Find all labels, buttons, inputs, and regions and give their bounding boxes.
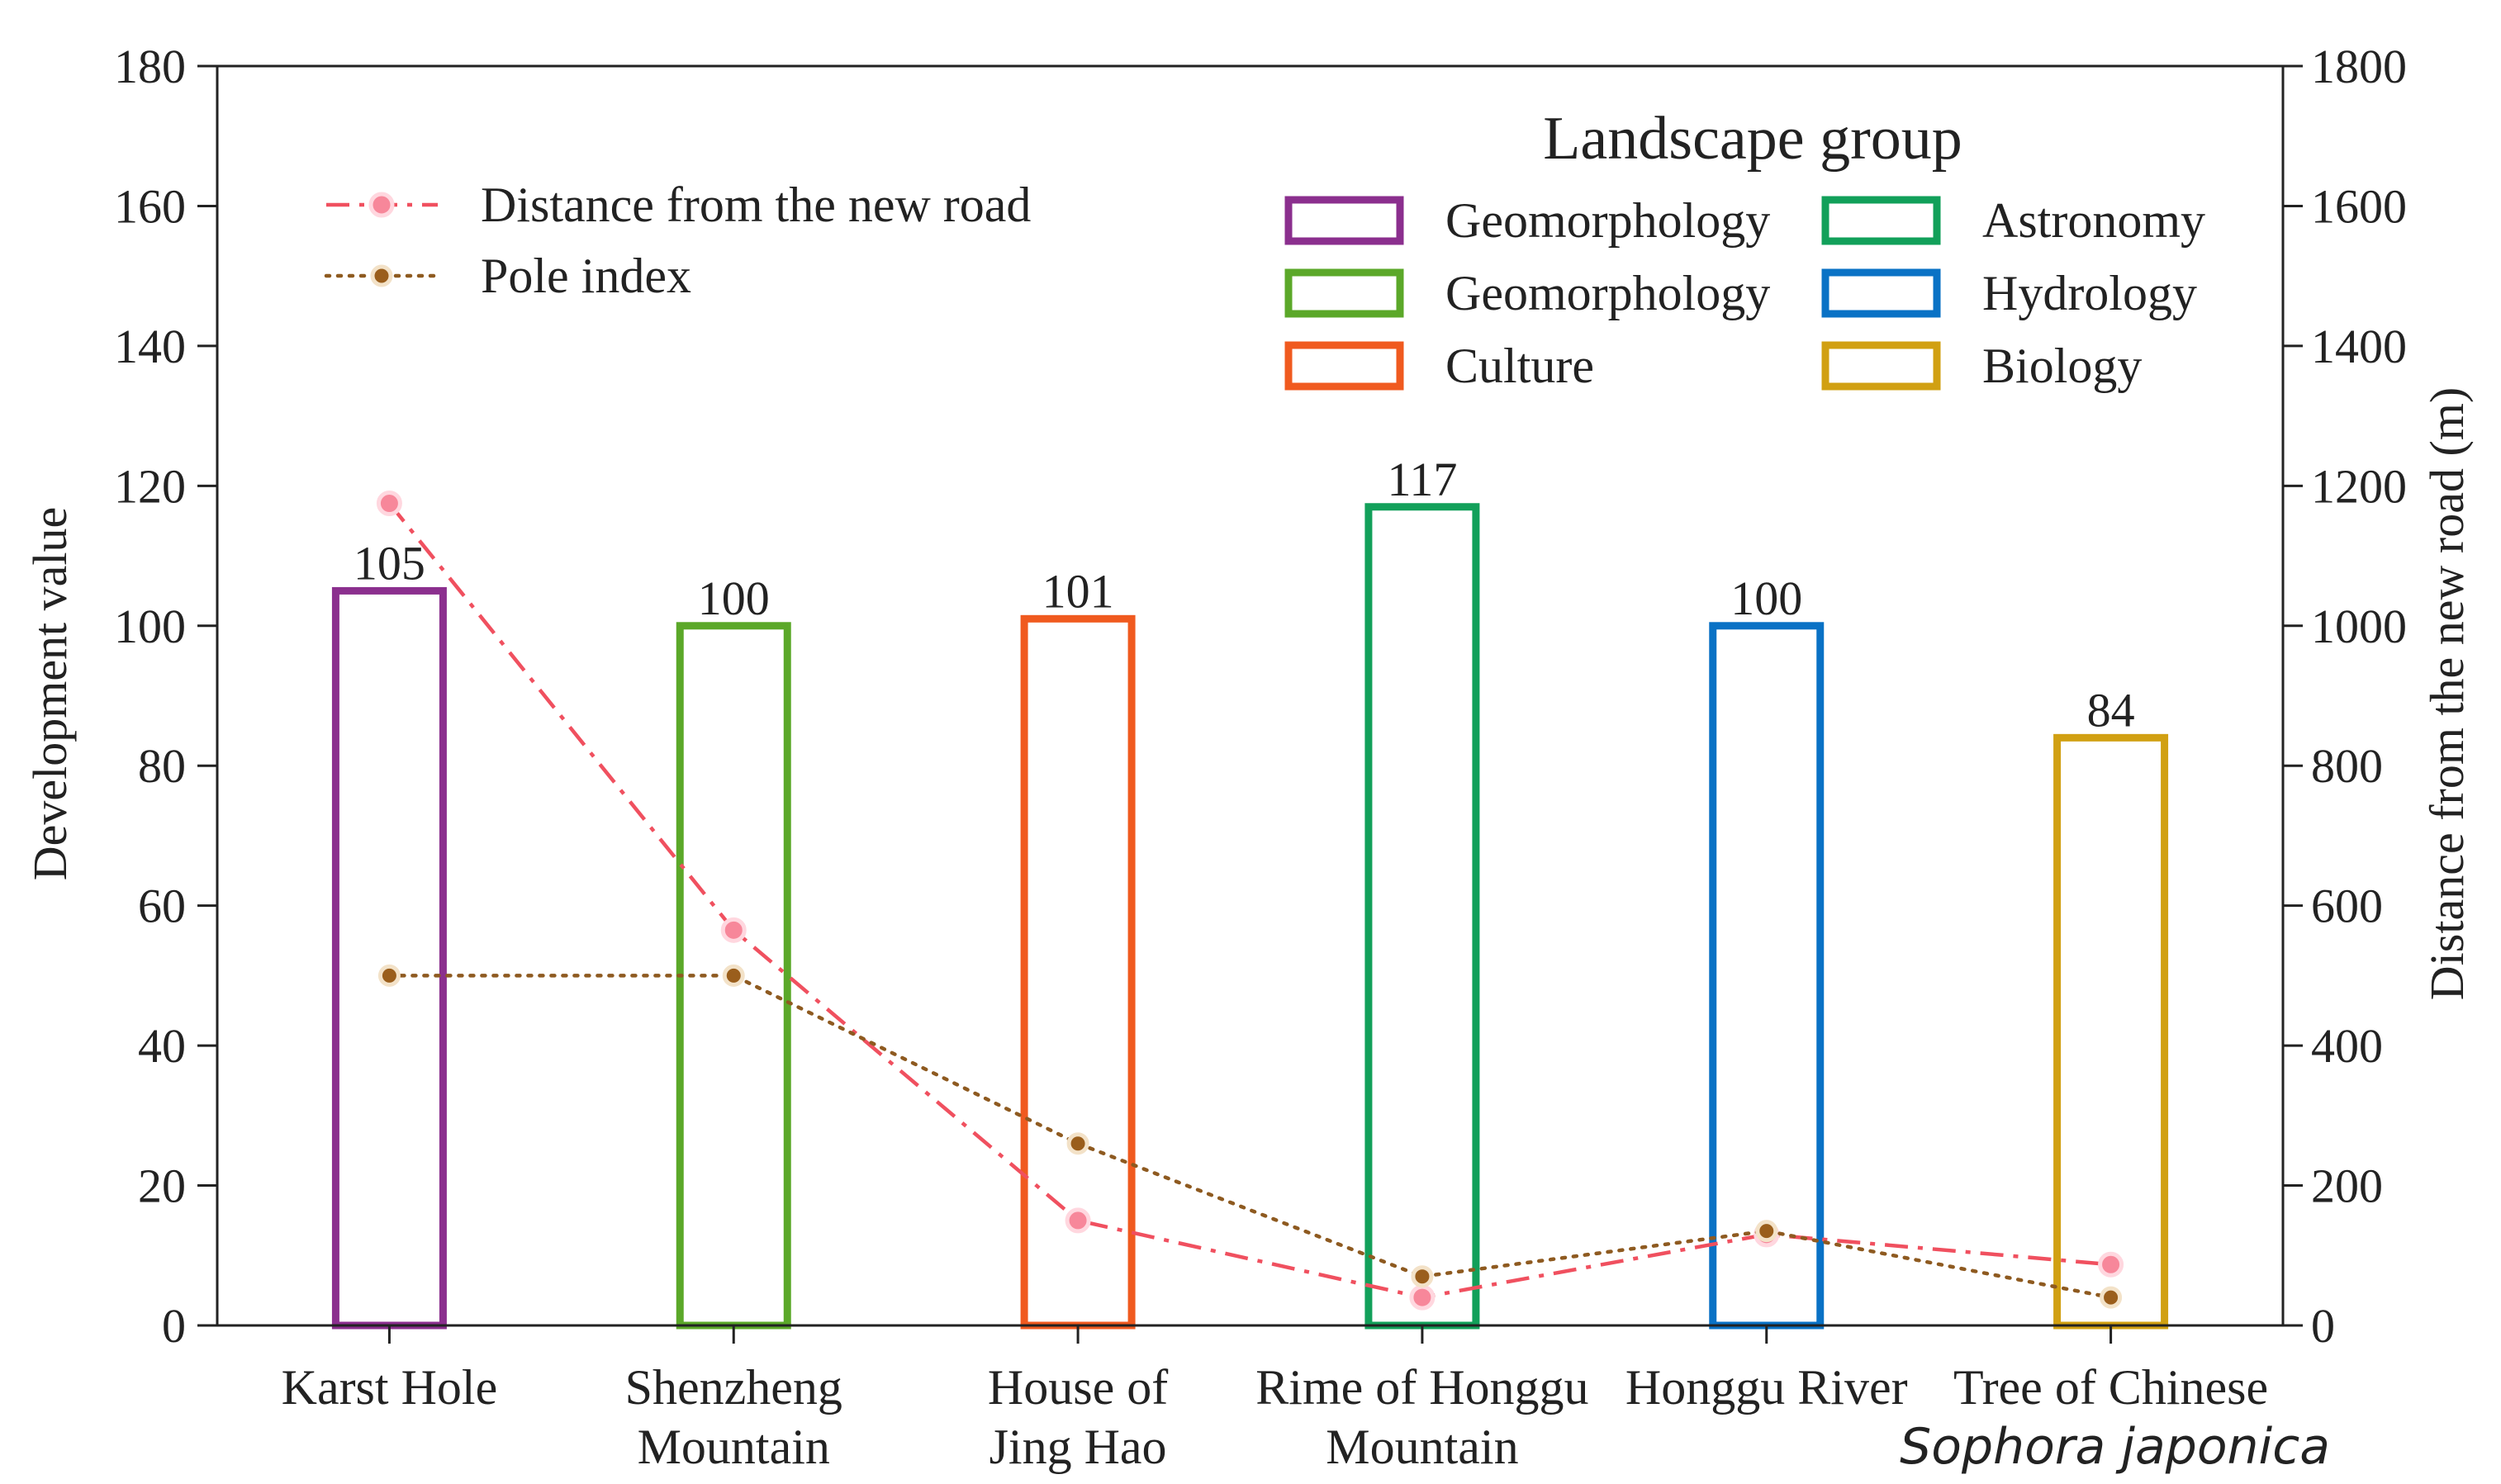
landscape-legend-label-1: Astronomy xyxy=(1982,193,2205,248)
landscape-legend-swatch-1 xyxy=(1821,196,1941,245)
x-tick-label-2-line-0: House of xyxy=(988,1360,1168,1415)
landscape-legend-swatch-2 xyxy=(1284,268,1404,318)
x-tick-label-0: Karst Hole xyxy=(282,1360,498,1415)
lines-group xyxy=(376,491,2124,1311)
series-point-0-1 xyxy=(720,917,747,943)
landscape-legend-swatch-5 xyxy=(1821,341,1941,391)
x-tick-label-5-line-0: Tree of Chinese xyxy=(1953,1360,2268,1415)
series-point-1-5 xyxy=(2100,1286,2123,1309)
y-tick-label-8: 160 xyxy=(114,179,186,233)
y-axis-label: Development value xyxy=(23,507,77,881)
landscape-legend-label-0: Geomorphology xyxy=(1445,193,1770,248)
series-point-0-3 xyxy=(1409,1284,1436,1311)
landscape-legend-label-2: Geomorphology xyxy=(1445,266,1770,320)
y2-tick-label-6: 1200 xyxy=(2311,459,2407,513)
series-point-1-4 xyxy=(1755,1220,1778,1243)
axes-group: 0204060801001201401601800200400600800100… xyxy=(114,40,2407,1353)
y-tick-label-6: 120 xyxy=(114,459,186,513)
y2-tick-label-7: 1400 xyxy=(2311,320,2407,373)
y2-tick-label-9: 1800 xyxy=(2311,40,2407,93)
series-line-0 xyxy=(387,502,2111,1300)
landscape-legend-title: Landscape group xyxy=(1543,105,1962,173)
x-tick-label-4: Honggu River xyxy=(1625,1360,1908,1415)
y2-tick-label-4: 800 xyxy=(2311,739,2383,793)
x-tick-label-5-line-1: Sophora japonica xyxy=(1900,1418,2330,1476)
series-point-1-2 xyxy=(1066,1132,1089,1155)
y2-tick-label-2: 400 xyxy=(2311,1019,2383,1073)
landscape-legend-label-3: Hydrology xyxy=(1982,266,2197,320)
landscape-legend-label-4: Culture xyxy=(1445,339,1594,393)
legend-marker-0 xyxy=(368,192,395,218)
landscape-legend-swatch-0 xyxy=(1284,196,1404,245)
y-tick-label-4: 80 xyxy=(138,739,186,793)
y-tick-label-0: 0 xyxy=(162,1299,186,1353)
y-tick-label-1: 20 xyxy=(138,1159,186,1213)
series-point-0-2 xyxy=(1065,1207,1091,1234)
y2-tick-label-1: 200 xyxy=(2311,1159,2383,1213)
bar-value-label-3: 117 xyxy=(1387,453,1457,506)
series-legend: Distance from the new road Pole index xyxy=(324,178,1031,303)
legend-label-0: Distance from the new road xyxy=(481,178,1031,232)
legend-marker-1 xyxy=(370,264,393,287)
plot-frame xyxy=(216,64,2285,1327)
series-point-0-5 xyxy=(2098,1251,2124,1278)
y-tick-label-3: 60 xyxy=(138,879,186,933)
x-tick-label-3-line-1: Mountain xyxy=(1326,1420,1518,1474)
y2-tick-label-3: 600 xyxy=(2311,879,2383,933)
x-tick-label-1-line-0: Shenzheng xyxy=(625,1360,842,1415)
bar-value-label-5: 84 xyxy=(2087,683,2135,737)
bar-value-label-2: 101 xyxy=(1042,564,1114,618)
landscape-legend: Landscape group Geomorphology Astronomy Ge… xyxy=(1284,105,2205,393)
landscape-legend-swatch-3 xyxy=(1821,268,1941,318)
y-tick-label-7: 140 xyxy=(114,320,186,373)
y2-tick-label-8: 1600 xyxy=(2311,179,2407,233)
y-tick-label-5: 100 xyxy=(114,600,186,653)
y-tick-label-9: 180 xyxy=(114,40,186,93)
y2-axis-label: Distance from the new road (m) xyxy=(2420,387,2474,1000)
series-point-0-0 xyxy=(376,491,402,517)
bar-value-label-0: 105 xyxy=(354,536,425,590)
y-tick-label-2: 40 xyxy=(138,1019,186,1073)
bar-value-label-4: 100 xyxy=(1730,571,1802,625)
x-tick-label-3-line-0: Rime of Honggu xyxy=(1255,1360,1588,1415)
x-tick-label-2-line-1: Jing Hao xyxy=(989,1420,1167,1474)
legend-label-1: Pole index xyxy=(481,249,691,303)
series-line-1 xyxy=(387,974,2113,1300)
y2-tick-label-0: 0 xyxy=(2311,1299,2335,1353)
series-point-1-0 xyxy=(377,964,401,987)
x-tick-label-1-line-1: Mountain xyxy=(638,1420,830,1474)
landscape-legend-label-5: Biology xyxy=(1982,339,2142,393)
y2-tick-label-5: 1000 xyxy=(2311,600,2407,653)
series-point-1-3 xyxy=(1411,1265,1434,1288)
bar-value-label-1: 100 xyxy=(698,571,770,625)
series-point-1-1 xyxy=(722,964,745,987)
landscape-legend-swatch-4 xyxy=(1284,341,1404,391)
